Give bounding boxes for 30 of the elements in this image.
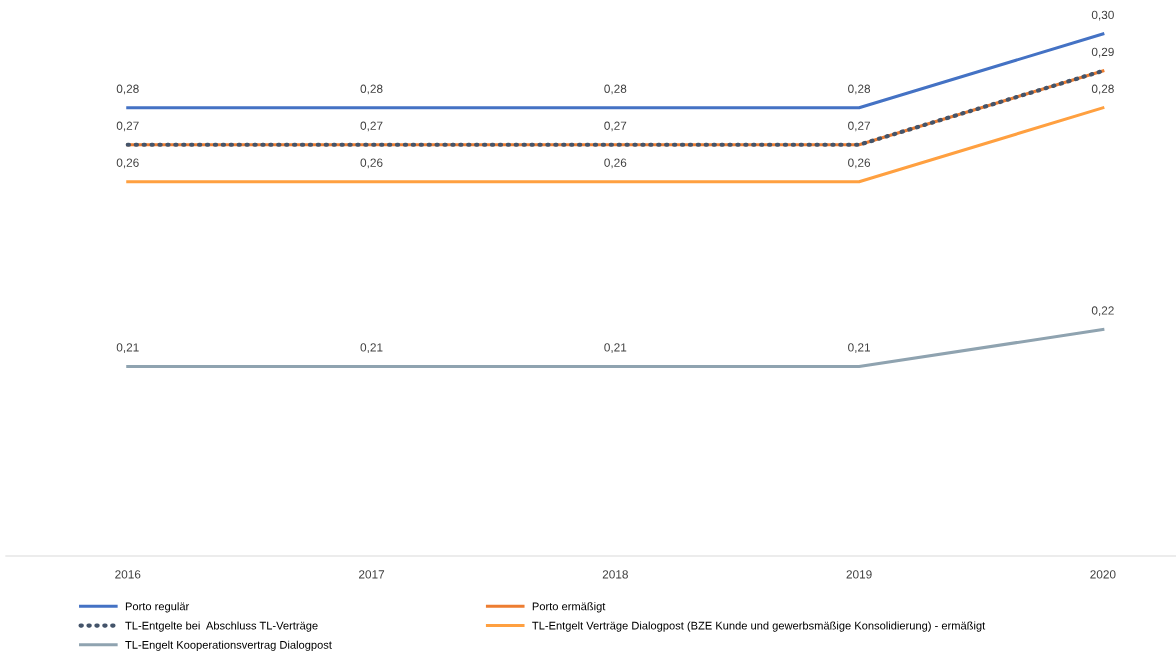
data-label: 0,28 xyxy=(604,84,627,95)
data-label: 0,21 xyxy=(116,343,139,354)
data-label: 0,28 xyxy=(116,84,139,95)
data-label: 0,27 xyxy=(360,121,383,132)
x-tick-label: 2017 xyxy=(359,570,385,579)
data-label: 0,26 xyxy=(116,158,139,169)
data-label: 0,30 xyxy=(1091,10,1114,21)
data-label: 0,21 xyxy=(360,343,383,354)
data-label: 0,26 xyxy=(360,158,383,169)
legend-label: TL-Entgelte bei Abschluss TL-Verträge xyxy=(125,621,318,632)
legend-label: Porto regulär xyxy=(125,602,190,613)
x-tick-label: 2016 xyxy=(115,570,141,579)
x-tick-label: 2020 xyxy=(1090,570,1116,579)
legend-label: Porto ermäßigt xyxy=(532,602,606,613)
data-label: 0,21 xyxy=(604,343,627,354)
data-label: 0,28 xyxy=(848,84,871,95)
legend-label: TL-Entgelt Verträge Dialogpost (BZE Kunde und gewerbsmäßige Konsolidierung) - ermäßigt xyxy=(532,621,986,632)
data-label: 0,26 xyxy=(848,158,871,169)
data-label: 0,26 xyxy=(604,158,627,169)
data-label: 0,27 xyxy=(848,121,870,132)
legend-label: TL-Engelt Kooperationsvertrag Dialogpost xyxy=(125,640,332,651)
x-tick-label: 2018 xyxy=(602,570,628,579)
data-label: 0,27 xyxy=(116,121,139,132)
data-label: 0,21 xyxy=(848,343,871,354)
data-label: 0,29 xyxy=(1091,47,1114,58)
x-tick-label: 2019 xyxy=(846,570,872,579)
data-label: 0,22 xyxy=(1091,306,1114,317)
data-label: 0,28 xyxy=(1091,84,1114,95)
data-label: 0,28 xyxy=(360,84,383,95)
data-label: 0,27 xyxy=(604,121,627,132)
